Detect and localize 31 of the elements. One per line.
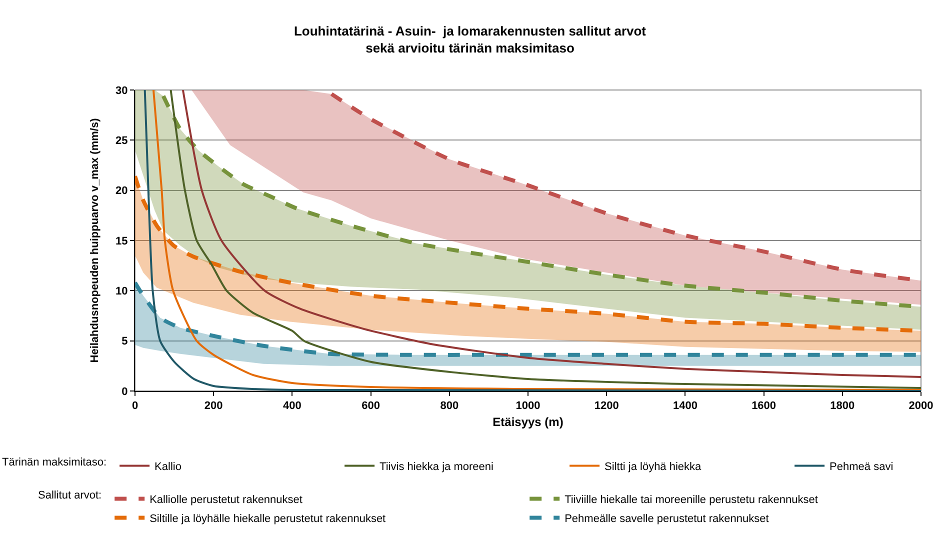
x-tick-label: 0 xyxy=(132,400,138,412)
x-tick-label: 1600 xyxy=(752,400,776,412)
x-tick-label: 600 xyxy=(362,400,380,412)
y-tick-label: 5 xyxy=(122,336,128,348)
y-tick-label: 30 xyxy=(116,84,128,97)
legend-label: Pehmeälle savelle perustetut rakennukset xyxy=(564,513,769,526)
x-tick-label: 2000 xyxy=(908,400,934,412)
legend-label: Pehmeä savi xyxy=(830,460,894,473)
x-tick-label: 1400 xyxy=(672,400,698,412)
text: Sallitut arvot: xyxy=(38,490,102,502)
chart-title: Louhintatärinä - Asuin- ja lomarakennusten sallitut arvot sekä arvioitu tärinän maksimitaso xyxy=(294,23,647,56)
legend-label: Siltti ja löyhä hiekka xyxy=(604,460,702,473)
x-tick-label: 1000 xyxy=(516,400,540,412)
x-tick-label: 1800 xyxy=(830,400,855,412)
x-tick-label: 1200 xyxy=(594,400,619,412)
y-tick-label: 0 xyxy=(122,386,128,398)
y-tick-label: 20 xyxy=(116,185,128,198)
x-tick-label: 200 xyxy=(204,400,223,412)
text: Tärinän maksimitaso: xyxy=(2,456,107,468)
legend-label: Kallio xyxy=(154,460,182,473)
y-axis-title: Heilahdusnopeuden huippuarvo v_max (mm/s) xyxy=(89,118,102,363)
legend-label: Tiivis hiekka ja moreeni xyxy=(380,460,494,473)
y-tick-label: 10 xyxy=(116,286,128,298)
x-tick-label: 800 xyxy=(440,400,459,412)
x-axis-title: Etäisyys (m) xyxy=(492,415,564,430)
legend-label: Tiiviille hiekalle tai moreenille perustetu rakennukset xyxy=(564,494,818,506)
legend-label: Kalliolle perustetut rakennukset xyxy=(150,494,302,506)
x-tick-label: 400 xyxy=(283,400,302,412)
y-tick-label: 15 xyxy=(116,235,128,248)
legend-label: Siltille ja löyhälle hiekalle perustetut rakennukset xyxy=(150,513,386,526)
y-tick-label: 25 xyxy=(116,135,128,148)
